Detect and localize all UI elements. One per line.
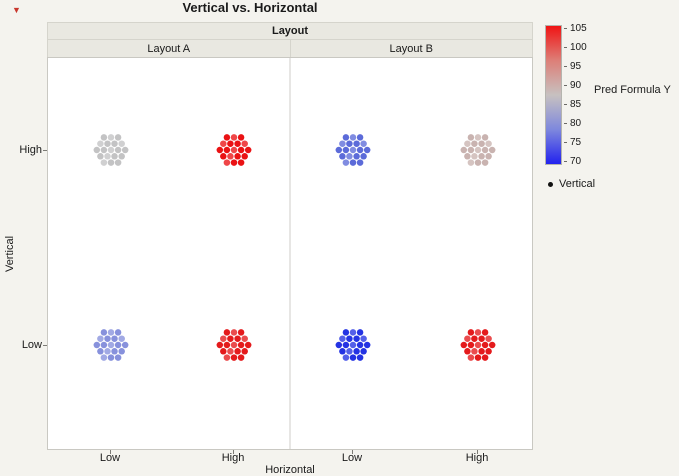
y-axis-tick bbox=[43, 345, 47, 346]
facet-group-label: Layout bbox=[271, 25, 309, 37]
gradient-legend-title: Pred Formula Y bbox=[594, 84, 671, 96]
gradient-tick-label: 100 bbox=[564, 40, 594, 54]
y-axis-tick bbox=[43, 150, 47, 151]
y-tick-label-high: High bbox=[19, 144, 42, 156]
x-axis-title: Horizontal bbox=[265, 464, 315, 476]
gradient-tick-label: 85 bbox=[564, 97, 594, 111]
cluster-layout-b-hhigh-vlow[interactable] bbox=[460, 329, 496, 361]
x-tick-label-a-low: Low bbox=[99, 452, 121, 464]
x-tick-label-b-high: High bbox=[465, 452, 489, 464]
x-axis-tick bbox=[233, 450, 234, 454]
legend-item-vertical[interactable]: Vertical bbox=[548, 178, 595, 190]
x-tick-label-a-high: High bbox=[221, 452, 245, 464]
cluster-layout-a-hhigh-vlow[interactable] bbox=[216, 329, 252, 361]
x-axis-tick bbox=[477, 450, 478, 454]
cluster-layout-a-hlow-vlow[interactable] bbox=[93, 329, 129, 361]
panel-header-layout-b: Layout B bbox=[389, 42, 433, 55]
x-axis-tick bbox=[352, 450, 353, 454]
panel-header-band: Layout A Layout B bbox=[47, 39, 533, 58]
facet-group-header: Layout bbox=[47, 22, 533, 40]
legend-item-label: Vertical bbox=[559, 178, 596, 190]
cluster-layout-b-hlow-vhigh[interactable] bbox=[335, 134, 371, 166]
vertical-series-marker-icon bbox=[548, 181, 553, 187]
color-gradient-bar[interactable] bbox=[545, 25, 562, 165]
gradient-tick-label: 105 bbox=[564, 21, 594, 35]
red-triangle-menu-icon[interactable]: ▼ bbox=[12, 5, 21, 15]
plot-area[interactable] bbox=[47, 57, 533, 450]
cluster-layout-b-hhigh-vhigh[interactable] bbox=[460, 134, 496, 166]
plot-canvas[interactable] bbox=[48, 58, 532, 449]
gradient-tick-label: 70 bbox=[564, 154, 594, 168]
gradient-tick-label: 75 bbox=[564, 135, 594, 149]
cluster-layout-a-hlow-vhigh[interactable] bbox=[93, 134, 129, 166]
panel-header-layout-a: Layout A bbox=[48, 40, 291, 57]
cluster-layout-a-hhigh-vhigh[interactable] bbox=[216, 134, 252, 166]
gradient-tick-labels: 105 100 95 90 85 80 75 70 bbox=[564, 21, 594, 168]
gradient-tick-label: 80 bbox=[564, 116, 594, 130]
cluster-layout-b-hlow-vlow[interactable] bbox=[335, 329, 371, 361]
y-axis-title: Vertical bbox=[4, 235, 16, 273]
gradient-tick-label: 95 bbox=[564, 59, 594, 73]
chart-title: Vertical vs. Horizontal bbox=[182, 0, 318, 15]
y-tick-label-low: Low bbox=[21, 339, 42, 351]
gradient-tick-label: 90 bbox=[564, 78, 594, 92]
x-tick-label-b-low: Low bbox=[341, 452, 363, 464]
x-axis-tick bbox=[110, 450, 111, 454]
